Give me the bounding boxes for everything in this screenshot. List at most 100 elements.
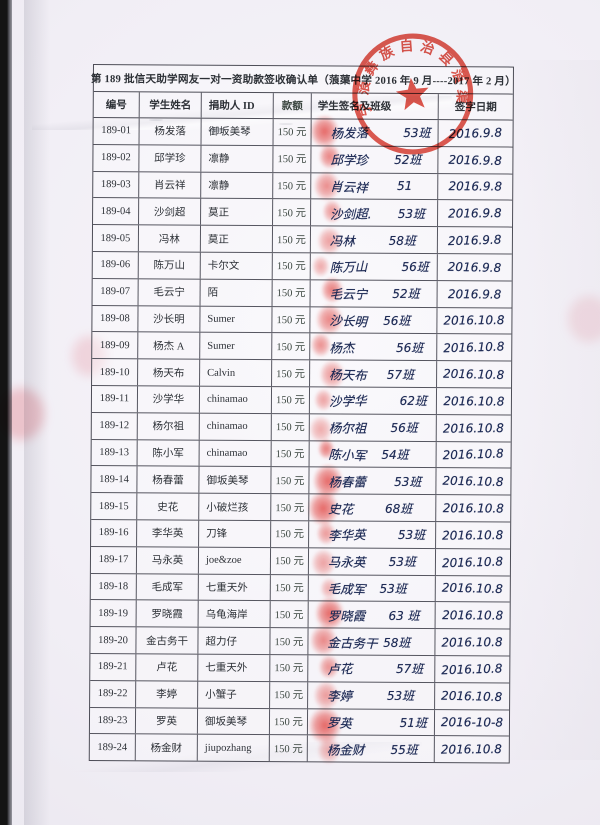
cell-id-text: 189-10 bbox=[99, 366, 130, 378]
sign-date: 2016.10.8 bbox=[443, 313, 506, 329]
sign-date: 2016.9.8 bbox=[447, 286, 502, 302]
sign-date: 2016.10.8 bbox=[442, 527, 504, 543]
table-row: 189-07 毛云宁 陌 150 元 毛云宁 52班 2016.9.8 bbox=[92, 276, 512, 309]
cell-id: 189-22 bbox=[90, 680, 137, 707]
student-signature: 金古务干 bbox=[327, 634, 378, 651]
cell-sign-date: 2016.9.8 bbox=[438, 227, 512, 253]
cell-donor-id: 刀锋 bbox=[199, 520, 272, 547]
cell-donor-id-text: 乌龟海岸 bbox=[205, 609, 248, 621]
cell-amount-text: 150 元 bbox=[275, 395, 305, 407]
cell-donor-id-text: 御坂美琴 bbox=[204, 716, 248, 728]
cell-student-name: 毛云宁 bbox=[138, 279, 201, 306]
cell-sign-date: 2016.10.8 bbox=[435, 736, 509, 762]
sign-date: 2016.10.8 bbox=[443, 366, 505, 383]
cell-donor-id: 小破烂孩 bbox=[199, 493, 272, 521]
student-signature: 罗晓霞 bbox=[327, 608, 366, 624]
cell-id-text: 189-02 bbox=[101, 152, 131, 164]
cell-donor-id: 小蟹子 bbox=[198, 681, 271, 708]
cell-sign-date: 2016.10.8 bbox=[436, 495, 510, 521]
cell-id-text: 189-04 bbox=[100, 205, 131, 218]
student-class: 58班 bbox=[388, 233, 416, 248]
sign-date: 2016.10.8 bbox=[443, 420, 505, 436]
cell-id-text: 189-09 bbox=[99, 339, 130, 351]
student-signature: 沙学华 bbox=[328, 393, 367, 410]
cell-student-name-text: 沙长明 bbox=[153, 314, 185, 326]
cell-student-name: 杨春蕾 bbox=[137, 466, 200, 493]
cell-signature: 邱学珍 52班 bbox=[311, 143, 439, 173]
cell-donor-id-text: 七重天外 bbox=[205, 663, 248, 675]
cell-donor-id-text: Sumer bbox=[207, 340, 235, 352]
cell-amount: 150 元 bbox=[271, 440, 310, 467]
table-row: 189-03 肖云祥 凛静 150 元 肖云祥 51 2016.9.8 bbox=[93, 170, 513, 202]
cell-student-name: 冯林 bbox=[138, 225, 202, 252]
cell-student-name: 金古务干 bbox=[136, 627, 199, 654]
sign-date: 2016.10.8 bbox=[442, 581, 504, 597]
student-signature: 杨尔祖 bbox=[328, 420, 367, 436]
table-row: 189-17 马永英 joe&zoe 150 元 马永英 53班 2016.10.8 bbox=[90, 546, 511, 577]
cell-donor-id-text: 小蟹子 bbox=[205, 689, 237, 702]
cell-student-name: 罗英 bbox=[135, 707, 199, 734]
student-class: 53班 bbox=[397, 206, 426, 221]
cell-donor-id-text: 凛静 bbox=[208, 180, 230, 192]
cell-amount: 150 元 bbox=[272, 253, 311, 280]
cell-amount: 150 元 bbox=[270, 628, 309, 655]
student-class: 56班 bbox=[390, 420, 418, 436]
sign-date: 2016.9.8 bbox=[448, 232, 502, 249]
cell-student-name: 杨杰 A bbox=[138, 332, 201, 359]
cell-donor-id-text: 卡尔文 bbox=[207, 261, 240, 273]
cell-amount-text: 150 元 bbox=[273, 743, 303, 756]
paper-speck bbox=[208, 128, 224, 132]
student-class: 63 班 bbox=[388, 608, 420, 623]
cell-donor-id-text: 超力仔 bbox=[205, 636, 238, 648]
table-row: 189-15 史花 小破烂孩 150 元 史花 68班 2016.10.8 bbox=[91, 490, 511, 527]
table-row: 189-11 沙学华 chinamao 150 元 沙学华 62班 2016.10.8 bbox=[91, 385, 512, 416]
cell-id: 189-14 bbox=[91, 466, 138, 493]
cell-donor-id: 御坂美琴 bbox=[197, 708, 271, 735]
table-row: 189-01 杨发落 御坂美琴 150 元 杨发落 53班 2016.9.8 bbox=[93, 113, 513, 149]
cell-id: 189-09 bbox=[92, 332, 139, 359]
header-amount: 款额 bbox=[273, 93, 312, 119]
student-class: 56班 bbox=[395, 340, 424, 355]
cell-id-text: 189-07 bbox=[100, 286, 131, 298]
cell-donor-id-text: 刀锋 bbox=[206, 529, 228, 541]
student-signature: 毛成军 bbox=[327, 580, 366, 598]
cell-id: 189-04 bbox=[93, 198, 140, 225]
student-class: 57班 bbox=[395, 662, 424, 677]
cell-donor-id: Sumer bbox=[200, 333, 273, 360]
cell-amount-text: 150 元 bbox=[274, 556, 304, 568]
cell-id: 189-20 bbox=[90, 627, 137, 654]
cell-id: 189-01 bbox=[93, 118, 140, 145]
cell-amount-text: 150 元 bbox=[277, 127, 307, 139]
sign-date: 2016.10.8 bbox=[441, 742, 503, 757]
sign-date: 2016.10.8 bbox=[442, 608, 504, 623]
cell-sign-date: 2016.9.8 bbox=[438, 147, 512, 173]
rows: 189-01 杨发落 御坂美琴 150 元杨发落 53班 2016.9.8 189-02 邱学… bbox=[89, 113, 513, 765]
student-class: 51班 bbox=[399, 715, 428, 730]
cell-signature: 沙学华 62班 bbox=[309, 387, 438, 414]
cell-sign-date: 2016.10.8 bbox=[435, 656, 509, 682]
cell-student-name-text: 李婷 bbox=[156, 689, 178, 701]
cell-id-text: 189-01 bbox=[101, 125, 131, 137]
cell-donor-id-text: 凛静 bbox=[208, 153, 230, 166]
cell-student-name-text: 沙剑超 bbox=[153, 207, 186, 219]
cell-signature: 史花 68班 bbox=[307, 490, 437, 527]
cell-student-name-text: 史花 bbox=[157, 501, 179, 514]
cell-id-text: 189-06 bbox=[100, 259, 131, 271]
sign-date: 2016.10.8 bbox=[441, 635, 504, 650]
table-row: 189-22 李婷 小蟹子 150 元 李婷 53班 2016.10.8 bbox=[90, 680, 510, 711]
cell-amount-text: 150 元 bbox=[274, 663, 304, 675]
cell-donor-id-text: chinamao bbox=[206, 394, 248, 406]
cell-id: 189-24 bbox=[89, 734, 136, 761]
cell-student-name-text: 罗晓霞 bbox=[151, 609, 183, 621]
cell-sign-date: 2016.10.8 bbox=[436, 602, 510, 628]
cell-amount: 150 元 bbox=[270, 601, 309, 628]
cell-id: 189-11 bbox=[91, 385, 139, 413]
sign-date: 2016.10.8 bbox=[442, 446, 505, 463]
cell-amount-text: 150 元 bbox=[277, 207, 307, 220]
cell-id-text: 189-13 bbox=[99, 446, 130, 459]
cell-sign-date: 2016.9.8 bbox=[438, 254, 512, 280]
cell-donor-id: 御坂美琴 bbox=[201, 118, 274, 145]
table-row: 189-08 沙长明 Sumer 150 元 沙长明 56班 2016.10.8 bbox=[92, 302, 512, 336]
sign-date: 2016.9.8 bbox=[448, 179, 503, 194]
cell-id: 189-15 bbox=[91, 493, 138, 520]
